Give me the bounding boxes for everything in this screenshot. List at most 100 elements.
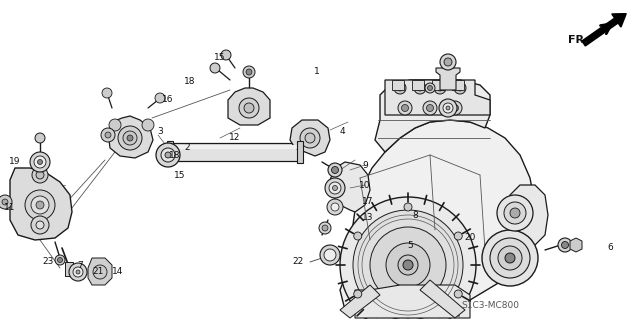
Circle shape	[38, 160, 42, 165]
Circle shape	[127, 135, 133, 141]
Text: 18: 18	[169, 151, 180, 160]
Circle shape	[36, 221, 44, 229]
Polygon shape	[330, 162, 370, 212]
Circle shape	[327, 199, 343, 215]
Polygon shape	[10, 168, 72, 240]
Polygon shape	[88, 258, 112, 285]
Circle shape	[561, 241, 568, 249]
Text: 23: 23	[42, 257, 54, 266]
Circle shape	[324, 249, 336, 261]
Circle shape	[333, 186, 337, 190]
Bar	[170, 143, 300, 161]
Circle shape	[490, 238, 530, 278]
Circle shape	[101, 128, 115, 142]
Circle shape	[482, 230, 538, 286]
Bar	[170, 145, 300, 149]
Circle shape	[34, 156, 46, 168]
Text: FR.: FR.	[568, 35, 588, 45]
Circle shape	[446, 106, 450, 110]
Bar	[65, 262, 73, 276]
Text: 21: 21	[92, 268, 104, 277]
Circle shape	[243, 66, 255, 78]
Text: 9: 9	[362, 160, 368, 169]
Circle shape	[423, 101, 437, 115]
Circle shape	[123, 131, 137, 145]
Circle shape	[354, 232, 362, 240]
Circle shape	[142, 119, 154, 131]
Circle shape	[244, 103, 254, 113]
Circle shape	[498, 246, 522, 270]
Text: 5: 5	[407, 241, 413, 249]
Circle shape	[434, 82, 446, 94]
Polygon shape	[355, 285, 470, 318]
Circle shape	[118, 126, 142, 150]
Circle shape	[31, 216, 49, 234]
Circle shape	[161, 148, 175, 162]
Bar	[452, 80, 464, 90]
Circle shape	[558, 238, 572, 252]
Circle shape	[354, 290, 362, 298]
Circle shape	[457, 85, 463, 91]
Circle shape	[454, 232, 462, 240]
Circle shape	[414, 82, 426, 94]
Polygon shape	[420, 280, 465, 318]
Text: S1C3-MC800: S1C3-MC800	[461, 300, 519, 309]
Circle shape	[31, 196, 49, 214]
Circle shape	[401, 105, 408, 112]
Text: 17: 17	[362, 197, 374, 206]
Circle shape	[340, 197, 476, 319]
Circle shape	[76, 270, 80, 274]
Circle shape	[322, 225, 328, 231]
Circle shape	[386, 243, 430, 287]
Circle shape	[156, 143, 180, 167]
Text: 16: 16	[163, 95, 173, 105]
Circle shape	[105, 132, 111, 138]
Text: 15: 15	[174, 170, 186, 180]
Polygon shape	[570, 238, 582, 252]
Text: 6: 6	[607, 243, 613, 253]
Circle shape	[329, 182, 341, 194]
Bar	[297, 141, 303, 163]
Circle shape	[0, 195, 12, 209]
Polygon shape	[228, 88, 270, 125]
Circle shape	[404, 203, 412, 211]
Polygon shape	[290, 120, 330, 156]
Bar	[412, 80, 424, 90]
Polygon shape	[108, 116, 153, 158]
Polygon shape	[375, 80, 490, 152]
Circle shape	[319, 222, 331, 234]
Text: 2: 2	[184, 144, 190, 152]
Circle shape	[155, 93, 165, 103]
Circle shape	[331, 203, 339, 211]
Circle shape	[2, 199, 8, 205]
Polygon shape	[436, 68, 460, 90]
Text: 1: 1	[314, 68, 320, 77]
Circle shape	[102, 88, 112, 98]
Circle shape	[325, 178, 345, 198]
Circle shape	[246, 69, 252, 75]
Circle shape	[165, 152, 171, 158]
Polygon shape	[508, 185, 548, 248]
Circle shape	[426, 105, 433, 112]
Circle shape	[305, 133, 315, 143]
FancyArrow shape	[582, 14, 626, 46]
Circle shape	[35, 133, 45, 143]
Text: 7: 7	[77, 261, 83, 270]
Circle shape	[403, 260, 413, 270]
Circle shape	[398, 255, 418, 275]
Circle shape	[239, 98, 259, 118]
Polygon shape	[385, 80, 490, 115]
Circle shape	[510, 208, 520, 218]
Text: 8: 8	[412, 211, 418, 219]
Circle shape	[69, 263, 87, 281]
Text: 12: 12	[229, 133, 241, 143]
Text: 14: 14	[112, 268, 124, 277]
Circle shape	[444, 58, 452, 66]
Circle shape	[73, 267, 83, 277]
Text: 4: 4	[339, 128, 345, 137]
Circle shape	[109, 119, 121, 131]
Circle shape	[328, 163, 342, 177]
Circle shape	[398, 101, 412, 115]
Text: 11: 11	[4, 204, 16, 212]
Circle shape	[497, 195, 533, 231]
